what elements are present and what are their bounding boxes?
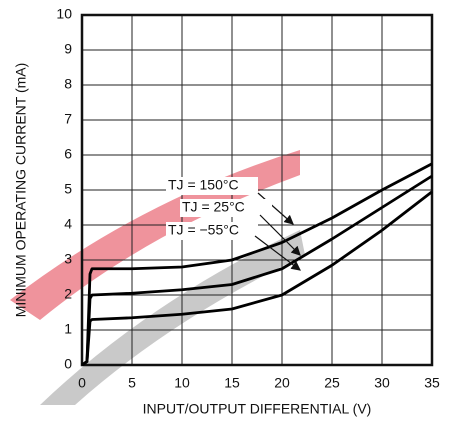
y-tick-label: 2 [64,286,72,302]
label-arrow [259,214,301,256]
y-tick-label: 6 [64,146,72,162]
watermark [40,230,305,405]
x-tick-label: 35 [424,375,440,391]
series-label: TJ = 150°C [168,177,239,193]
x-tick-label: 25 [324,375,340,391]
x-tick-label: 0 [78,375,86,391]
label-bg [166,222,258,240]
label-arrow [257,192,294,225]
series-line [81,190,433,367]
y-tick-label: 3 [64,251,72,267]
x-tick-label: 30 [374,375,390,391]
y-tick-label: 9 [64,41,72,57]
x-axis-label: INPUT/OUTPUT DIFFERENTIAL (V) [143,401,372,417]
series-label: TJ = −55°C [168,222,239,238]
x-tick-label: 20 [274,375,290,391]
y-tick-label: 7 [64,111,72,127]
x-tick-label: 15 [224,375,240,391]
y-tick-label: 4 [64,216,72,232]
y-axis-label: MINIMUM OPERATING CURRENT (mA) [13,63,29,318]
y-tick-label: 0 [64,356,72,372]
plot-frame [80,13,434,367]
label-bg [180,199,272,217]
y-tick-label: 8 [64,76,72,92]
series-label: TJ = 25°C [182,199,245,215]
x-tick-label: 5 [128,375,136,391]
x-tick-label: 10 [174,375,190,391]
label-arrow [254,235,301,271]
series-line [81,174,433,367]
y-tick-label: 5 [64,181,72,197]
label-bg [166,177,258,195]
y-tick-label: 1 [64,321,72,337]
y-tick-label: 10 [56,6,72,22]
